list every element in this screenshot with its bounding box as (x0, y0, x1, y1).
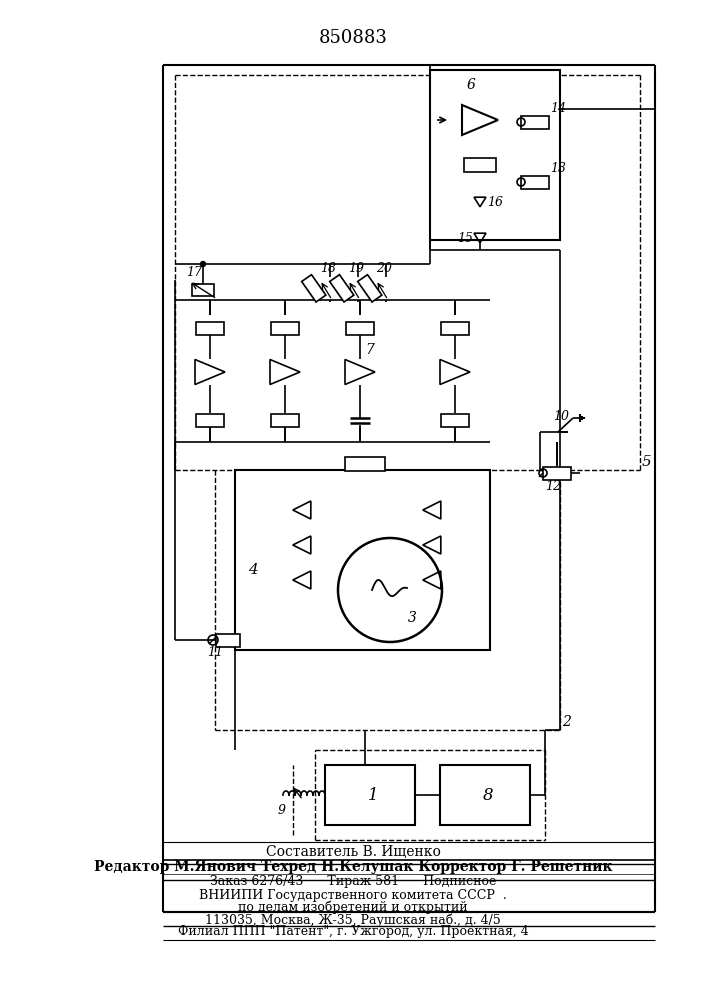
Text: 7: 7 (365, 343, 374, 357)
Bar (192, 284, 214, 296)
Bar (196, 322, 224, 334)
Text: Составитель В. Ищенко: Составитель В. Ищенко (266, 845, 440, 859)
Text: 850883: 850883 (319, 29, 387, 47)
Bar (329, 275, 354, 302)
Text: 11: 11 (207, 647, 223, 660)
Bar (345, 457, 385, 471)
Text: 2: 2 (562, 715, 571, 729)
Bar (543, 466, 571, 480)
Bar (325, 765, 415, 825)
Text: 8: 8 (483, 786, 493, 804)
Bar (464, 158, 496, 172)
Bar (440, 765, 530, 825)
Text: 14: 14 (550, 102, 566, 114)
Bar (216, 634, 240, 647)
Text: 17: 17 (186, 265, 202, 278)
Text: Заказ 6276/43      Тираж 581      Подписное: Заказ 6276/43 Тираж 581 Подписное (210, 876, 496, 888)
Text: ВНИИПИ Государственного комитета СССР  .: ВНИИПИ Государственного комитета СССР . (199, 888, 507, 902)
Bar (271, 414, 299, 426)
Text: 18: 18 (320, 261, 336, 274)
Bar (271, 322, 299, 334)
Circle shape (201, 261, 206, 266)
Bar (441, 414, 469, 426)
Text: 4: 4 (248, 563, 258, 577)
Text: 16: 16 (487, 196, 503, 209)
Bar (521, 176, 549, 188)
Bar (235, 470, 490, 650)
Text: 5: 5 (642, 455, 652, 469)
Bar (430, 70, 560, 240)
Text: 19: 19 (348, 261, 364, 274)
Text: 13: 13 (550, 161, 566, 174)
Text: 15: 15 (457, 232, 473, 244)
Bar (196, 414, 224, 426)
Text: 12: 12 (545, 480, 561, 492)
Bar (358, 275, 382, 302)
Text: по делам изобретений и открытий: по делам изобретений и открытий (238, 900, 468, 914)
Text: 9: 9 (278, 804, 286, 816)
Text: 6: 6 (467, 78, 476, 92)
Bar (346, 322, 374, 334)
Text: 10: 10 (553, 410, 569, 424)
Bar (441, 322, 469, 334)
Text: 113035, Москва, Ж-35, Раушская наб., д. 4/5: 113035, Москва, Ж-35, Раушская наб., д. … (205, 913, 501, 927)
Text: Редактор М.Янович Техред Н.Келушак Корректор Г. Решетник: Редактор М.Янович Техред Н.Келушак Корре… (94, 860, 612, 874)
Bar (302, 275, 326, 302)
Text: 20: 20 (376, 261, 392, 274)
Text: 3: 3 (408, 611, 417, 625)
Bar (521, 115, 549, 128)
Text: 1: 1 (368, 786, 379, 804)
Text: Филиал ППП "Патент", г. Ужгород, ул. Проектная, 4: Филиал ППП "Патент", г. Ужгород, ул. Про… (177, 926, 528, 938)
